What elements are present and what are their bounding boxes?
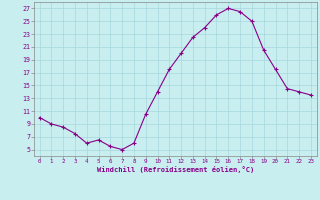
X-axis label: Windchill (Refroidissement éolien,°C): Windchill (Refroidissement éolien,°C) [97,166,254,173]
